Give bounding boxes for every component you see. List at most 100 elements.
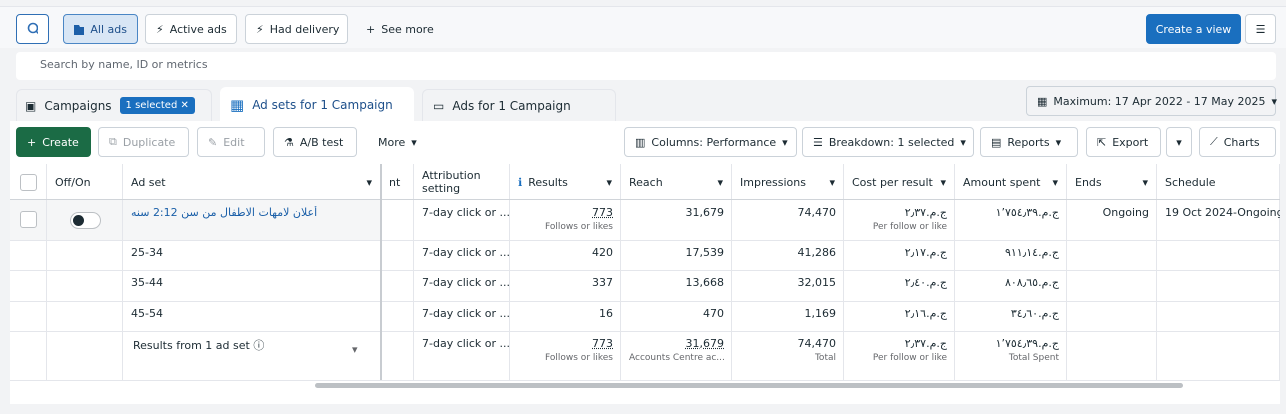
col-line bbox=[954, 200, 955, 240]
ad-set-name: 35-44 bbox=[131, 276, 163, 289]
cell-value: ج.م.١٬٧٥٤٫٣٩ bbox=[995, 337, 1059, 350]
column-header[interactable]: Ends ▾ bbox=[1067, 164, 1157, 200]
col-line bbox=[46, 331, 47, 380]
search-placeholder: Search by name, ID or metrics bbox=[40, 58, 208, 71]
create-button[interactable]: + Create bbox=[16, 127, 91, 157]
column-header[interactable]: Ad set ▾ bbox=[123, 164, 381, 200]
column-header[interactable]: Attribution setting bbox=[414, 164, 510, 200]
column-header[interactable]: Reach ▾ bbox=[621, 164, 732, 200]
tab-campaigns[interactable]: ▣ Campaigns 1 selected ✕ bbox=[16, 89, 212, 121]
columns-button[interactable]: ▥ Columns: Performance ▾ bbox=[624, 127, 797, 157]
col-line bbox=[620, 200, 621, 240]
col-line bbox=[731, 331, 732, 380]
edit-button[interactable]: ✎ Edit bbox=[197, 127, 265, 157]
col-line bbox=[1156, 200, 1157, 240]
cell-value: ج.م.٢٫١٧ bbox=[904, 246, 947, 259]
col-line bbox=[46, 301, 47, 331]
col-line bbox=[509, 240, 510, 270]
more-button[interactable]: More ▾ bbox=[368, 127, 427, 157]
row-line bbox=[10, 380, 1280, 381]
row-line bbox=[10, 240, 1280, 241]
column-header[interactable]: nt bbox=[381, 164, 414, 200]
header-label: nt bbox=[389, 175, 401, 189]
dropdown-arrow[interactable]: ▾ bbox=[352, 343, 358, 356]
filter-active-ads[interactable]: ⚡ Active ads bbox=[145, 14, 237, 44]
row-line bbox=[10, 270, 1280, 271]
see-more-label: See more bbox=[381, 22, 434, 36]
ab-test-label: A/B test bbox=[299, 135, 344, 149]
columns-label: Columns: Performance bbox=[651, 135, 777, 149]
h-scrollbar[interactable] bbox=[315, 383, 1183, 388]
col-line bbox=[731, 301, 732, 331]
filter-had-delivery[interactable]: ⚡ Had delivery bbox=[245, 14, 348, 44]
col-line bbox=[509, 301, 510, 331]
create-view[interactable]: Create a view bbox=[1146, 14, 1241, 44]
col-line bbox=[46, 270, 47, 301]
col-line bbox=[509, 331, 510, 380]
col-line bbox=[843, 301, 844, 331]
cell-note: Accounts Centre ac... bbox=[629, 353, 725, 363]
col-line bbox=[509, 200, 510, 240]
ad-set-name[interactable]: أعلان لامهات الاطفال من سن 2:12 سنه bbox=[131, 206, 318, 219]
sort-arrow: ▾ bbox=[940, 175, 946, 189]
cell-value: 1,169 bbox=[804, 307, 837, 320]
header-label: Reach bbox=[629, 175, 663, 189]
export-dropdown[interactable]: ▾ bbox=[1166, 127, 1192, 157]
col-line bbox=[122, 240, 123, 270]
col-line bbox=[1279, 200, 1280, 240]
sort-arrow: ▾ bbox=[717, 175, 723, 189]
duplicate-button[interactable]: ⧉ Duplicate bbox=[98, 127, 189, 157]
col-line bbox=[843, 200, 844, 240]
column-header[interactable]: Impressions ▾ bbox=[732, 164, 844, 200]
settings-button[interactable]: ☰ bbox=[1245, 14, 1276, 44]
col-line bbox=[122, 331, 123, 380]
cell-value: 337 bbox=[592, 276, 613, 289]
col-line bbox=[954, 240, 955, 270]
col-line bbox=[1066, 240, 1067, 270]
tab-ads[interactable]: ▭ Ads for 1 Campaign bbox=[422, 89, 616, 121]
col-line bbox=[46, 200, 47, 240]
search-bar[interactable]: Search by name, ID or metrics bbox=[16, 52, 1276, 80]
folder-icon bbox=[74, 24, 85, 35]
col-line bbox=[509, 270, 510, 301]
cell-value: 7-day click or ... bbox=[422, 337, 510, 350]
col-line bbox=[1156, 240, 1157, 270]
export-button[interactable]: ⇱ Export bbox=[1086, 127, 1161, 157]
column-header[interactable]: ℹ Results ▾ bbox=[510, 164, 621, 200]
cell-value: ج.م.٩١١٫١٤ bbox=[1004, 246, 1059, 259]
breakdown-button[interactable]: ☰ Breakdown: 1 selected ▾ bbox=[802, 127, 974, 157]
col-line bbox=[843, 331, 844, 380]
column-header[interactable]: Amount spent ▾ bbox=[955, 164, 1067, 200]
charts-button[interactable]: ⟋ Charts bbox=[1199, 127, 1276, 157]
row-line bbox=[10, 331, 1280, 332]
ab-test-button[interactable]: ⚗ A/B test bbox=[273, 127, 357, 157]
col-line bbox=[122, 270, 123, 301]
selected-pill[interactable]: 1 selected ✕ bbox=[119, 97, 195, 114]
cell-value: ج.م.٢٫٣٧ bbox=[904, 337, 947, 350]
filter-all-ads[interactable]: All ads bbox=[63, 14, 138, 44]
column-header[interactable]: Schedule bbox=[1157, 164, 1280, 200]
ad-set-name: 25-34 bbox=[131, 246, 163, 259]
search-button[interactable] bbox=[16, 14, 49, 44]
see-more[interactable]: + See more bbox=[366, 22, 434, 36]
checkbox[interactable] bbox=[20, 174, 37, 191]
info-icon: ⓘ bbox=[253, 339, 265, 352]
date-range[interactable]: ▦ Maximum: 17 Apr 2022 - 17 May 2025 ▾ bbox=[1026, 86, 1277, 116]
tab-ad-sets[interactable]: ▦ Ad sets for 1 Campaign bbox=[220, 87, 414, 123]
cell-value: 773 bbox=[592, 206, 613, 219]
col-line bbox=[46, 240, 47, 270]
col-line bbox=[1156, 331, 1157, 380]
checkbox[interactable] bbox=[20, 211, 37, 228]
cell-value: 16 bbox=[599, 307, 613, 320]
col-line bbox=[413, 240, 414, 270]
column-header[interactable]: Cost per result ▾ bbox=[844, 164, 955, 200]
cell-note: Follows or likes bbox=[545, 353, 613, 363]
header-label: Cost per result bbox=[852, 175, 933, 189]
cell-value: 7-day click or ... bbox=[422, 307, 510, 320]
toggle[interactable] bbox=[70, 212, 101, 229]
reports-button[interactable]: ▤ Reports ▾ bbox=[980, 127, 1078, 157]
cell-value: 41,286 bbox=[797, 246, 837, 259]
column-header[interactable]: Off/On bbox=[47, 164, 123, 200]
cell-value: 17,539 bbox=[685, 246, 725, 259]
